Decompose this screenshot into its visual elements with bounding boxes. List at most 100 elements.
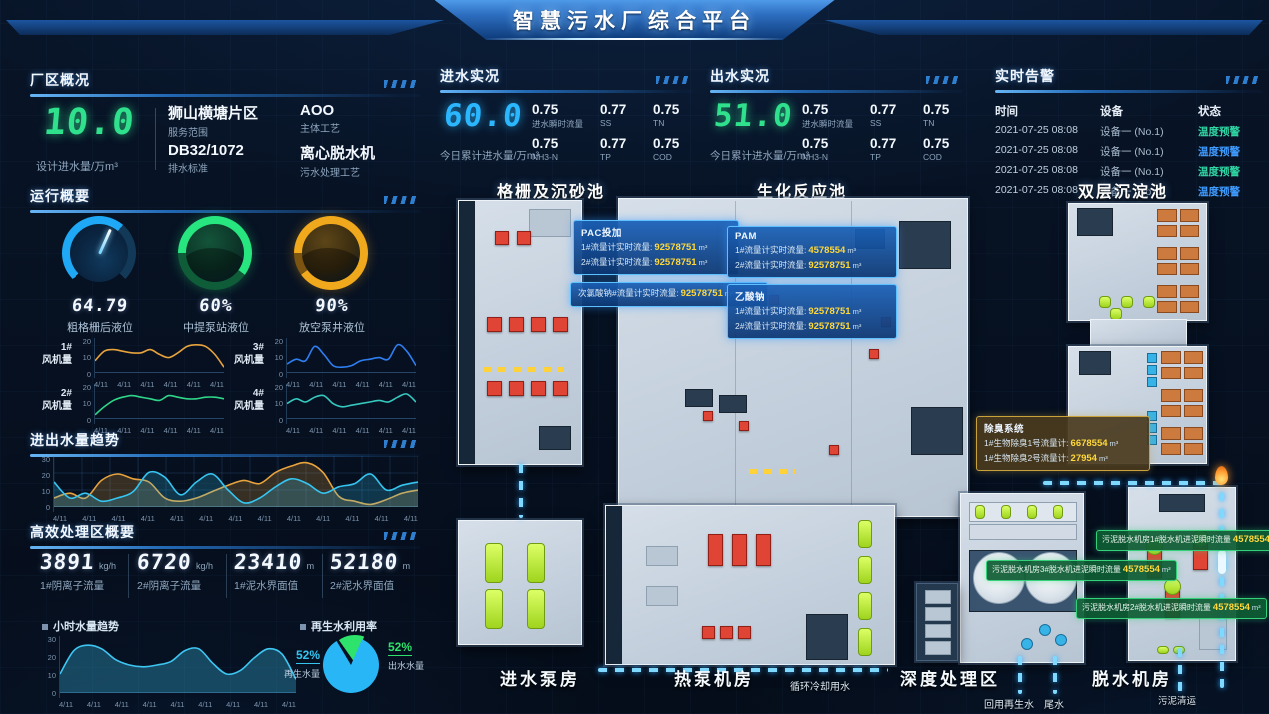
equipment-red — [829, 445, 839, 455]
gauge-face — [186, 224, 244, 282]
equipment-strip — [969, 524, 1077, 540]
table-row[interactable]: 2021-07-25 08:08 设备一 (No.1) 温度预警 — [995, 124, 1262, 139]
slash-decoration-icon — [926, 76, 960, 84]
road-marking — [483, 367, 563, 372]
equipment-dark — [899, 221, 951, 269]
building-sediment-top[interactable] — [1068, 203, 1207, 321]
gauge-label: 中提泵站液位 — [183, 322, 249, 334]
line-label: 2#流量计实时流量: — [735, 320, 807, 331]
stat-unit: m — [402, 561, 411, 571]
section-underline — [30, 210, 420, 213]
table-row[interactable]: 2021-07-25 08:08 设备一 (No.1) 温度预警 — [995, 184, 1262, 199]
fan-label: 2# 风机量 — [36, 384, 77, 430]
outflow-metric-2: 0.75 TN — [923, 102, 949, 128]
building-sediment-corridor — [1090, 319, 1187, 348]
plant-item-process: AOO 主体工艺 — [300, 102, 340, 135]
building-grate[interactable] — [458, 200, 582, 465]
building-heat-pump[interactable] — [605, 505, 895, 665]
equipment-green — [858, 592, 872, 620]
line-value: 92578751 — [808, 320, 851, 332]
metric-label: NH3-N — [532, 152, 558, 162]
banner-wing-right — [825, 20, 1264, 35]
metric-label: TN — [653, 118, 665, 128]
equipment-green — [485, 589, 503, 629]
fan1-chart: 20 10 0 4/11 4/11 4/11 4/11 4/11 4/11 — [82, 337, 225, 389]
header-banner: 智慧污水厂综合平台 — [0, 0, 1269, 46]
item-value: 狮山横塘片区 — [168, 105, 259, 122]
building-pump[interactable] — [458, 520, 582, 645]
pipe-dashed — [598, 668, 888, 672]
wall-line — [735, 201, 736, 514]
infobox-title: 乙酸钠 — [735, 292, 766, 303]
equipment-gray — [646, 586, 678, 606]
infobox-deodor[interactable]: 除臭系统 1#生物除臭1号流量计: 6678554 m³ 1#生物除臭2号流量计: 2… — [976, 416, 1150, 472]
col-time: 时间 — [995, 106, 1018, 118]
outflow-metric-4: 0.77 TP — [870, 136, 896, 162]
equipment-red — [732, 534, 747, 566]
equipment-green — [858, 628, 872, 656]
equipment-green — [1121, 296, 1133, 308]
line-value: 4578554 — [808, 245, 846, 256]
table-row[interactable]: 2021-07-25 08:08 设备一 (No.1) 温度预警 — [995, 144, 1262, 159]
inflow-total-value: 60.0 — [442, 98, 525, 134]
map-section-sediment: 双层沉淀池 — [1078, 184, 1169, 201]
map-section-bio: 生化反应池 — [757, 184, 848, 201]
item-value: DB32/1072 — [168, 142, 244, 159]
item-label: 排水标准 — [168, 164, 208, 175]
outflow-total-value: 51.0 — [712, 98, 795, 134]
infobox-title: PAC投加 — [581, 228, 622, 239]
plant-item-service: 狮山横塘片区 服务范围 — [168, 102, 258, 139]
inflow-total-label: 今日累计进水量/万m³ — [440, 150, 540, 162]
equipment-red — [739, 421, 749, 431]
infobox-sludge3[interactable]: 污泥脱水机房3#脱水机进泥瞬时流量 4578554 m³ — [986, 560, 1177, 581]
reuse-right-stat: 52% 出水水量 — [388, 638, 424, 672]
outflow-total-label: 今日累计进水量/万m³ — [710, 150, 810, 162]
line-value: 92578751 — [808, 306, 851, 317]
annex-slot — [925, 590, 951, 604]
stat-unit: kg/h — [196, 561, 214, 571]
equipment-red — [708, 534, 723, 566]
table-row[interactable]: 2021-07-25 08:08 设备一 (No.1) 温度预警 — [995, 164, 1262, 179]
line-value: 92578751 — [808, 259, 851, 271]
slash-decoration-icon — [384, 440, 418, 448]
metric-label: COD — [923, 152, 942, 162]
equipment-gray — [529, 209, 571, 237]
outflow-metric-5: 0.75 COD — [923, 136, 949, 162]
infobox-pac[interactable]: PAC投加 1#流量计实时流量: 92578751 m³ 2#流量计实时流量: 925… — [573, 220, 739, 276]
alarm-time: 2021-07-25 08:08 — [995, 124, 1078, 136]
equipment-red — [553, 381, 568, 396]
equipment-dark — [1159, 494, 1205, 512]
infobox-acetate[interactable]: 乙酸钠 1#流量计实时流量: 92578751 m³ 2#流量计实时流量: 92578… — [727, 284, 897, 340]
metric-value: 0.77 — [870, 102, 897, 117]
equipment-green — [858, 556, 872, 584]
equipment-red — [703, 411, 713, 421]
line-unit: m³ — [852, 260, 862, 270]
fan-tag: 1# — [60, 342, 72, 353]
equipment-green — [1099, 296, 1111, 308]
divider — [155, 108, 156, 170]
metric-value: 0.75 — [923, 136, 950, 151]
item-value: 离心脱水机 — [300, 145, 376, 162]
fan-tag: 2# — [60, 388, 72, 399]
line-value: 27954 — [1070, 452, 1097, 464]
building-deep-annex[interactable] — [916, 583, 958, 661]
metric-value: 0.75 — [532, 102, 559, 117]
section-underline — [440, 90, 692, 93]
infobox-sludge2[interactable]: 污泥脱水机房2#脱水机进泥瞬时流量 4578554 m³ — [1076, 598, 1267, 619]
inflow-metric-3: 0.75 NH3-N — [532, 136, 558, 162]
fan4-block: 4# 风机量 20 10 0 4/11 4/11 4/11 4/11 4/11 4/11 — [228, 384, 417, 435]
flow-trend-chart: 30 20 10 0 4/11 4/11 4/11 4/11 4/11 4/11 4/11 4/11 4… — [41, 455, 419, 523]
stat-label: 2#泥水界面值 — [330, 580, 395, 592]
road-marking — [749, 469, 795, 474]
panel-operation: 运行概要 64.79 粗格栅后液位 60% 中提泵站液位 90% — [30, 186, 420, 334]
alarm-device: 设备一 (No.1) — [1100, 146, 1164, 158]
metric-value: 0.75 — [923, 102, 950, 117]
stat-label: 1#泥水界面值 — [234, 580, 299, 592]
fan2-block: 2# 风机量 20 10 0 4/11 4/11 4/11 4/11 4/11 4/11 — [36, 384, 225, 435]
infobox-pam[interactable]: PAM 1#流量计实时流量: 4578554 m³ 2#流量计实时流量: 925787… — [727, 226, 897, 279]
stat-label: 1#阴离子流量 — [40, 580, 105, 592]
fan-tag: 3# — [252, 342, 264, 353]
line-value: 4578554 — [1232, 534, 1269, 545]
